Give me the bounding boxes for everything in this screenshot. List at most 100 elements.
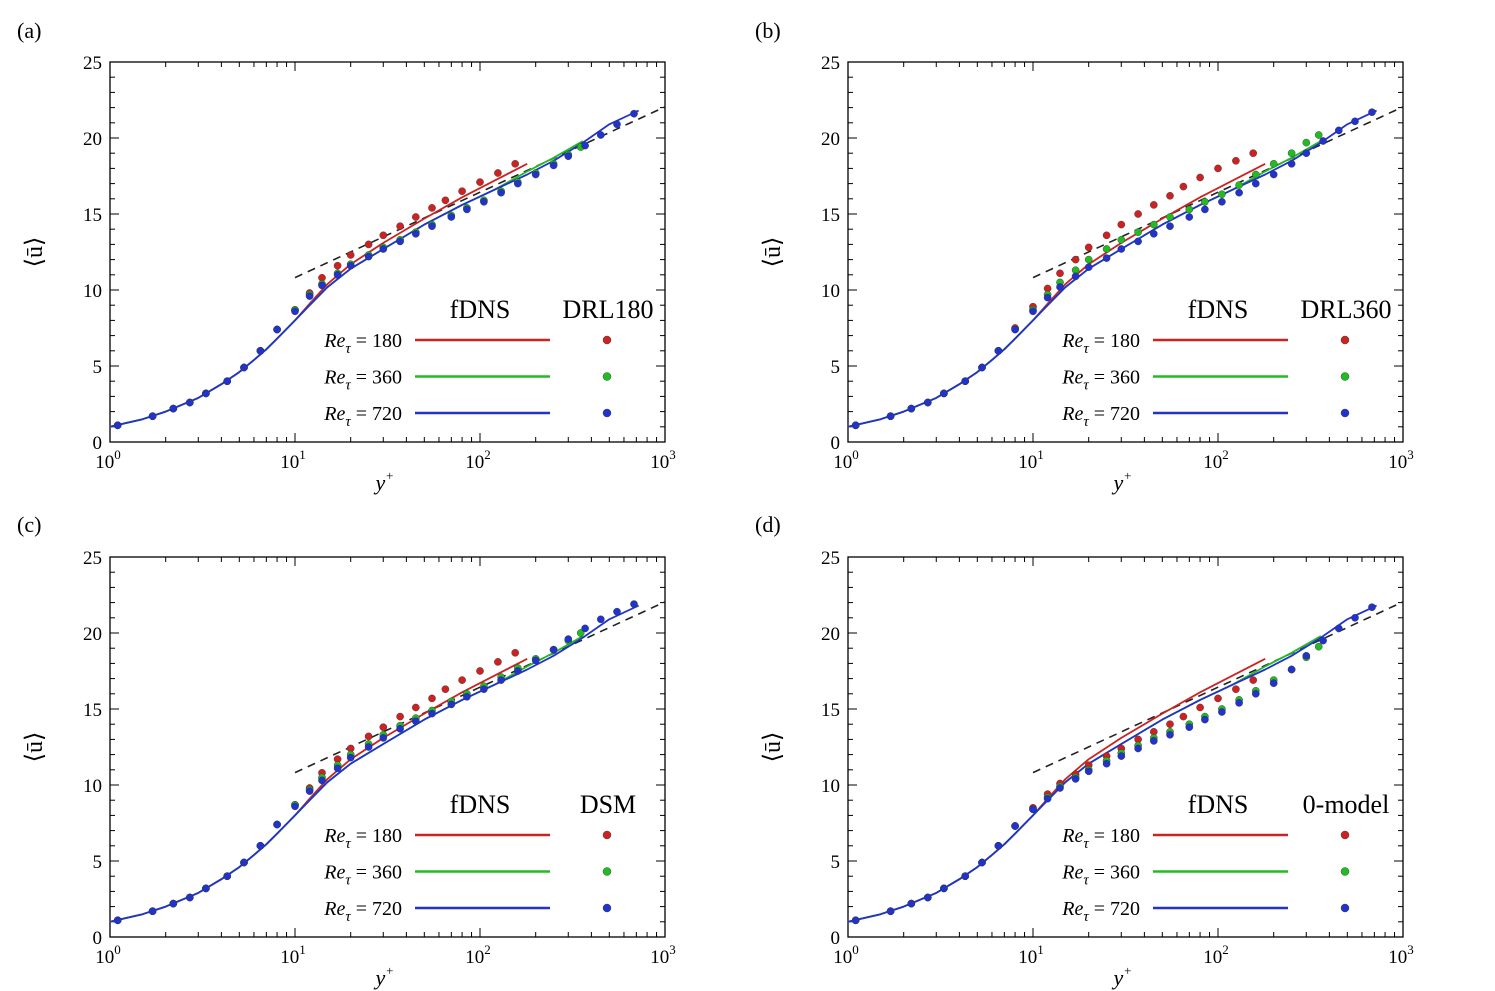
- data-point-re720: [1252, 179, 1260, 188]
- x-tick-label: 102: [465, 942, 491, 968]
- data-point-re720: [1071, 272, 1080, 281]
- data-point-re180: [1179, 712, 1188, 721]
- legend-row-label: Reτ = 360: [1061, 862, 1140, 889]
- data-point-re720: [346, 261, 355, 270]
- legend-re-value: 360: [1110, 367, 1140, 389]
- data-point-re180: [1214, 164, 1222, 173]
- data-point-re720: [169, 404, 178, 413]
- x-axis-label-sup: +: [385, 468, 394, 483]
- data-point-re360: [576, 629, 585, 637]
- data-point-re180: [476, 667, 484, 675]
- data-point-re720: [411, 229, 420, 238]
- data-point-re720: [202, 389, 210, 398]
- data-point-re360: [1302, 138, 1311, 147]
- x-tick-exponent: 2: [1222, 447, 1229, 462]
- legend-equals: =: [351, 403, 372, 425]
- series-line-re720: [847, 109, 1377, 428]
- x-tick-exponent: 0: [852, 447, 859, 462]
- y-tick-label: 10: [821, 776, 840, 797]
- y-tick-label: 5: [831, 357, 841, 378]
- legend-equals: =: [1089, 403, 1110, 425]
- legend-header-fdns: fDNS: [1188, 790, 1249, 819]
- data-point-re720: [1252, 690, 1260, 698]
- series-line-re720: [847, 604, 1377, 923]
- panel-label: (d): [755, 512, 781, 537]
- x-axis-label: y+: [1111, 963, 1132, 990]
- legend-re-subscript: τ: [1083, 414, 1089, 430]
- log-law-line: [294, 601, 666, 774]
- legend-row-label: Reτ = 360: [1061, 367, 1140, 394]
- x-axis-label-sup: +: [1123, 468, 1132, 483]
- legend-header-model: DRL360: [1301, 295, 1392, 324]
- data-point-re720: [564, 152, 573, 160]
- data-point-re180: [364, 240, 373, 249]
- panel-label: (b): [755, 18, 781, 43]
- legend-marker-re720: [602, 903, 612, 913]
- panel-label: (c): [17, 512, 41, 537]
- y-tick-label: 15: [821, 700, 840, 721]
- legend-equals: =: [351, 825, 372, 847]
- legend-marker-re720: [1340, 408, 1350, 418]
- data-point-re180: [333, 261, 342, 270]
- plot-frame: [847, 556, 1404, 938]
- x-tick-label: 101: [1018, 942, 1044, 968]
- data-point-re720: [613, 607, 621, 616]
- data-point-re720: [1185, 213, 1194, 221]
- data-point-re360: [1185, 205, 1194, 214]
- data-point-re720: [613, 120, 621, 129]
- legend-marker-re180: [1340, 335, 1350, 345]
- y-tick-label: 20: [83, 624, 102, 645]
- data-point-re180: [441, 196, 450, 205]
- x-axis-label: y+: [373, 468, 394, 495]
- data-point-re180: [1150, 201, 1158, 209]
- legend-re-value: 180: [1110, 330, 1140, 352]
- data-point-re720: [396, 725, 404, 733]
- data-point-re720: [1235, 699, 1243, 707]
- legend-marker-re360: [602, 867, 612, 876]
- data-point-re720: [851, 916, 860, 925]
- legend-row-label: Reτ = 360: [323, 367, 402, 394]
- x-tick-exponent: 3: [1407, 447, 1414, 462]
- y-tick-label: 20: [821, 624, 840, 645]
- x-tick-label: 103: [1388, 942, 1414, 968]
- legend-header-fdns: fDNS: [450, 790, 511, 819]
- data-point-re720: [497, 676, 505, 684]
- data-point-re720: [364, 252, 373, 261]
- data-point-re720: [256, 842, 265, 850]
- x-tick-label: 102: [465, 447, 491, 473]
- data-point-re720: [256, 346, 265, 355]
- y-tick-label: 10: [821, 281, 840, 302]
- data-point-re360: [1134, 228, 1142, 236]
- x-axis-label-base: y: [373, 470, 385, 495]
- log-law-line: [1032, 601, 1404, 774]
- data-point-re720: [978, 363, 986, 372]
- legend-equals: =: [351, 898, 372, 920]
- data-point-re720: [318, 776, 326, 785]
- legend-equals: =: [1089, 898, 1110, 920]
- data-point-re720: [1302, 652, 1311, 660]
- x-tick-base: 10: [465, 452, 484, 473]
- legend-re-symbol: Re: [323, 403, 345, 425]
- data-point-re720: [630, 600, 638, 608]
- x-tick-exponent: 0: [114, 447, 121, 462]
- data-point-re180: [1232, 156, 1240, 165]
- data-point-re720: [447, 213, 456, 221]
- legend-row-label: Reτ = 720: [323, 898, 402, 925]
- legend-re-value: 360: [1110, 862, 1140, 884]
- data-point-re180: [346, 251, 355, 259]
- data-point-re720: [497, 188, 505, 197]
- x-tick-exponent: 3: [1407, 942, 1414, 957]
- x-tick-base: 10: [465, 947, 484, 968]
- x-tick-exponent: 1: [1037, 942, 1044, 957]
- series-line-re720: [109, 109, 639, 428]
- data-point-re720: [597, 131, 605, 139]
- legend-equals: =: [1089, 367, 1110, 389]
- y-tick-label: 0: [831, 433, 841, 454]
- data-point-re720: [514, 179, 522, 188]
- data-point-re720: [1011, 822, 1019, 830]
- y-tick-label: 25: [821, 53, 840, 74]
